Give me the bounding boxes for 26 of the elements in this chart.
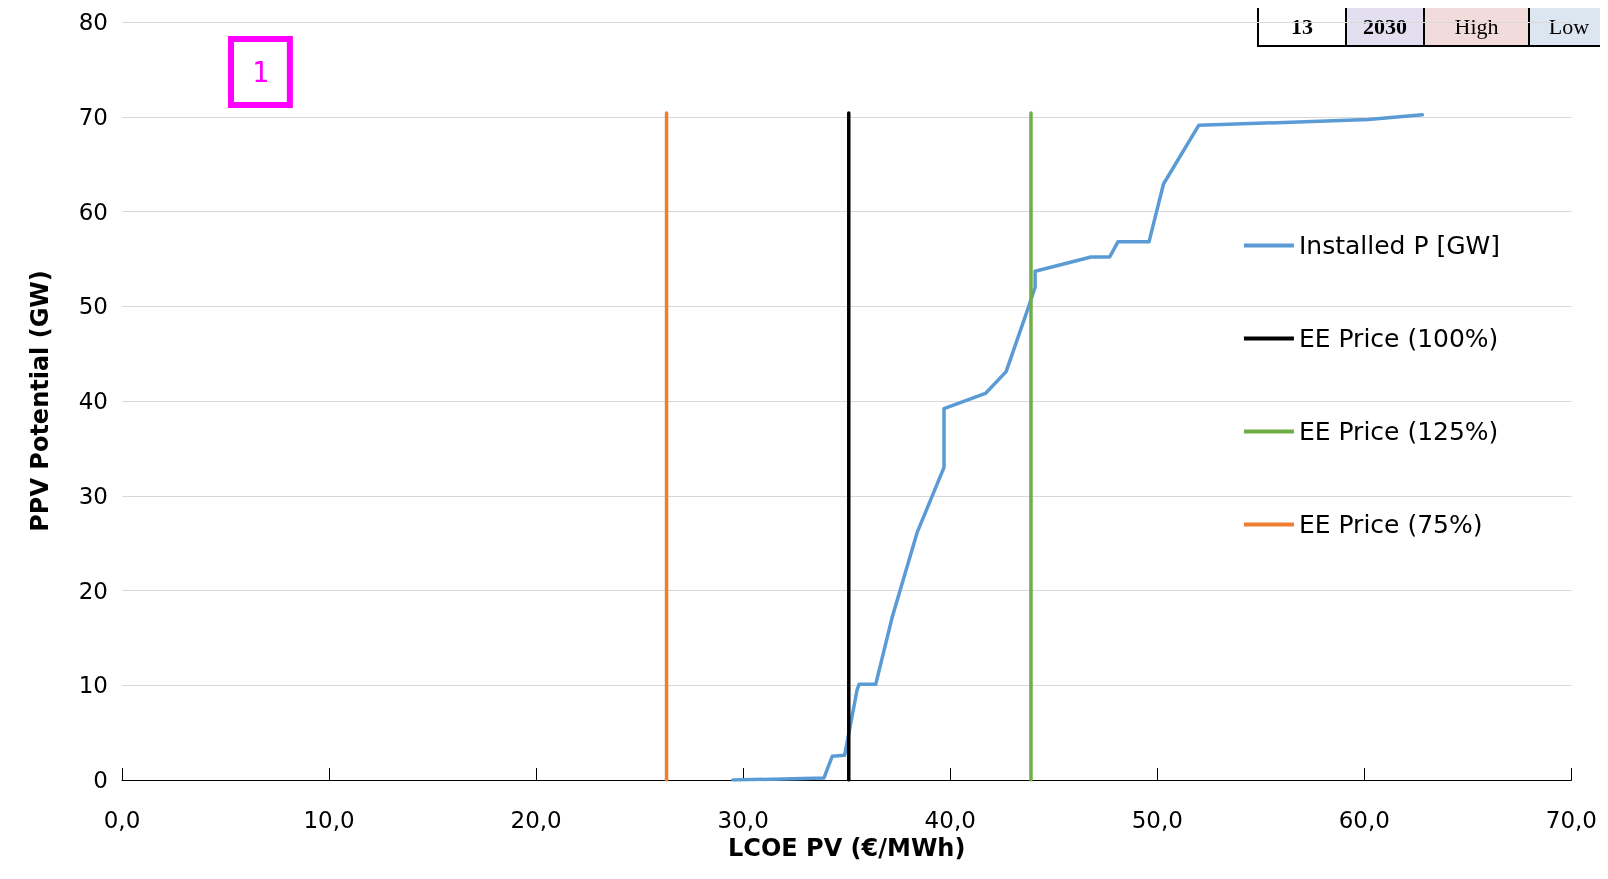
y-tick-label: 20 — [78, 577, 108, 604]
x-tick-label: 50,0 — [1131, 806, 1183, 833]
annotation: 1 — [252, 55, 269, 89]
annotation: Low — [1548, 13, 1590, 39]
legend-label: EE Price (75%) — [1298, 510, 1483, 539]
x-tick-label: 40,0 — [924, 806, 976, 833]
annotation: High — [1454, 13, 1499, 39]
y-tick-label: 60 — [78, 198, 108, 225]
y-tick-label: 30 — [78, 482, 108, 509]
x-tick-label: 70,0 — [1545, 806, 1597, 833]
y-tick-label: 50 — [78, 293, 108, 320]
y-axis-title: PPV Potential (GW) — [26, 270, 54, 532]
legend-label: EE Price (100%) — [1298, 324, 1499, 353]
x-tick-label: 60,0 — [1338, 806, 1390, 833]
x-tick-label: 30,0 — [717, 806, 769, 833]
y-tick-label: 40 — [78, 388, 108, 414]
y-tick-label: 10 — [78, 672, 108, 699]
x-tick-label: 0,0 — [103, 806, 141, 833]
x-tick-label: 10,0 — [303, 806, 355, 833]
legend-label: EE Price (125%) — [1298, 417, 1499, 446]
legend-label: Installed P [GW] — [1298, 231, 1500, 260]
x-tick-label: 20,0 — [510, 806, 562, 833]
y-tick-label: 70 — [78, 103, 108, 130]
y-tick-label: 80 — [78, 9, 108, 35]
y-tick-label: 0 — [93, 767, 108, 793]
x-axis-title: LCOE PV (€/MWh) — [727, 833, 966, 862]
